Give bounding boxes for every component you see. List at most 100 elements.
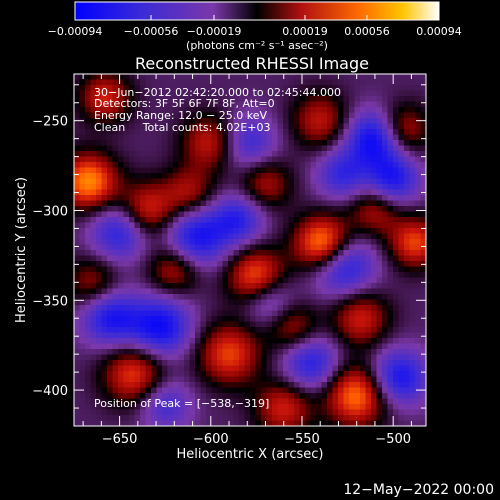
heatmap-cell	[343, 272, 350, 278]
heatmap-cell	[79, 189, 86, 196]
heatmap-cell	[387, 90, 394, 97]
heatmap-cell	[409, 415, 416, 421]
heatmap-cell	[79, 415, 86, 421]
heatmap-cell	[162, 365, 168, 372]
heatmap-cell	[151, 376, 157, 383]
heatmap-cell	[354, 354, 361, 361]
heatmap-cell	[129, 74, 135, 80]
heatmap-cell	[420, 85, 426, 91]
heatmap-cell	[244, 107, 251, 113]
heatmap-cell	[222, 371, 229, 377]
heatmap-cell	[310, 167, 317, 174]
heatmap-cell	[299, 277, 306, 284]
heatmap-cell	[156, 118, 163, 124]
heatmap-cell	[134, 371, 141, 377]
heatmap-cell	[294, 222, 300, 229]
heatmap-cell	[354, 239, 361, 245]
heatmap-cell	[261, 371, 267, 377]
heatmap-cell	[90, 145, 97, 152]
heatmap-cell	[173, 387, 179, 394]
heatmap-cell	[305, 404, 311, 410]
heatmap-cell	[316, 371, 322, 377]
heatmap-cell	[112, 129, 119, 135]
heatmap-cell	[266, 382, 273, 388]
heatmap-cell	[343, 90, 350, 97]
heatmap-cell	[420, 134, 426, 141]
heatmap-cell	[107, 393, 113, 399]
heatmap-cell	[233, 387, 240, 394]
heatmap-cell	[189, 349, 196, 355]
heatmap-cell	[283, 233, 289, 240]
heatmap-cell	[90, 112, 97, 119]
heatmap-cell	[96, 354, 102, 361]
heatmap-cell	[206, 200, 212, 207]
heatmap-cell	[112, 365, 119, 372]
heatmap-cell	[217, 321, 223, 328]
heatmap-cell	[140, 321, 146, 328]
heatmap-cell	[261, 288, 267, 295]
heatmap-cell	[239, 360, 245, 366]
heatmap-cell	[310, 376, 317, 383]
heatmap-cell	[189, 299, 196, 306]
heatmap-cell	[206, 101, 212, 108]
heatmap-cell	[398, 112, 405, 119]
heatmap-cell	[233, 206, 240, 212]
heatmap-cell	[233, 409, 240, 416]
heatmap-cell	[162, 272, 168, 278]
heatmap-cell	[228, 178, 234, 185]
heatmap-cell	[233, 134, 240, 141]
heatmap-cell	[195, 206, 201, 212]
heatmap-cell	[404, 162, 410, 168]
heatmap-cell	[222, 167, 229, 174]
heatmap-cell	[129, 162, 135, 168]
heatmap-cell	[112, 277, 119, 284]
heatmap-cell	[294, 156, 300, 163]
heatmap-cell	[261, 250, 267, 256]
heatmap-cell	[382, 261, 388, 267]
heatmap-cell	[371, 156, 377, 163]
heatmap-cell	[151, 244, 157, 251]
heatmap-cell	[140, 404, 146, 410]
heatmap-cell	[79, 365, 86, 372]
heatmap-cell	[233, 305, 240, 311]
heatmap-cell	[101, 288, 108, 295]
heatmap-cell	[343, 107, 350, 113]
heatmap-cell	[178, 398, 185, 405]
heatmap-cell	[211, 233, 218, 240]
heatmap-cell	[371, 277, 377, 284]
heatmap-cell	[321, 283, 328, 289]
heatmap-cell	[316, 101, 322, 108]
heatmap-cell	[189, 272, 196, 278]
heatmap-cell	[156, 288, 163, 295]
heatmap-cell	[118, 376, 124, 383]
heatmap-cell	[173, 233, 179, 240]
heatmap-cell	[354, 398, 361, 405]
heatmap-cell	[404, 118, 410, 124]
heatmap-cell	[134, 365, 141, 372]
heatmap-cell	[200, 294, 207, 300]
heatmap-cell	[217, 261, 223, 267]
heatmap-cell	[338, 420, 344, 426]
heatmap-cell	[156, 409, 163, 416]
heatmap-cell	[156, 365, 163, 372]
heatmap-cell	[156, 250, 163, 256]
heatmap-cell	[129, 195, 135, 201]
heatmap-cell	[233, 365, 240, 372]
heatmap-cell	[294, 266, 300, 273]
heatmap-cell	[189, 294, 196, 300]
heatmap-cell	[79, 178, 86, 185]
heatmap-cell	[206, 283, 212, 289]
heatmap-cell	[250, 250, 256, 256]
heatmap-cell	[360, 140, 366, 146]
heatmap-cell	[107, 371, 113, 377]
heatmap-cell	[305, 360, 311, 366]
heatmap-cell	[404, 360, 410, 366]
heatmap-cell	[173, 310, 179, 317]
heatmap-cell	[239, 316, 245, 322]
heatmap-cell	[321, 123, 328, 130]
heatmap-cell	[118, 233, 124, 240]
heatmap-cell	[354, 145, 361, 152]
heatmap-cell	[228, 305, 234, 311]
heatmap-cell	[404, 250, 410, 256]
heatmap-cell	[189, 222, 196, 229]
